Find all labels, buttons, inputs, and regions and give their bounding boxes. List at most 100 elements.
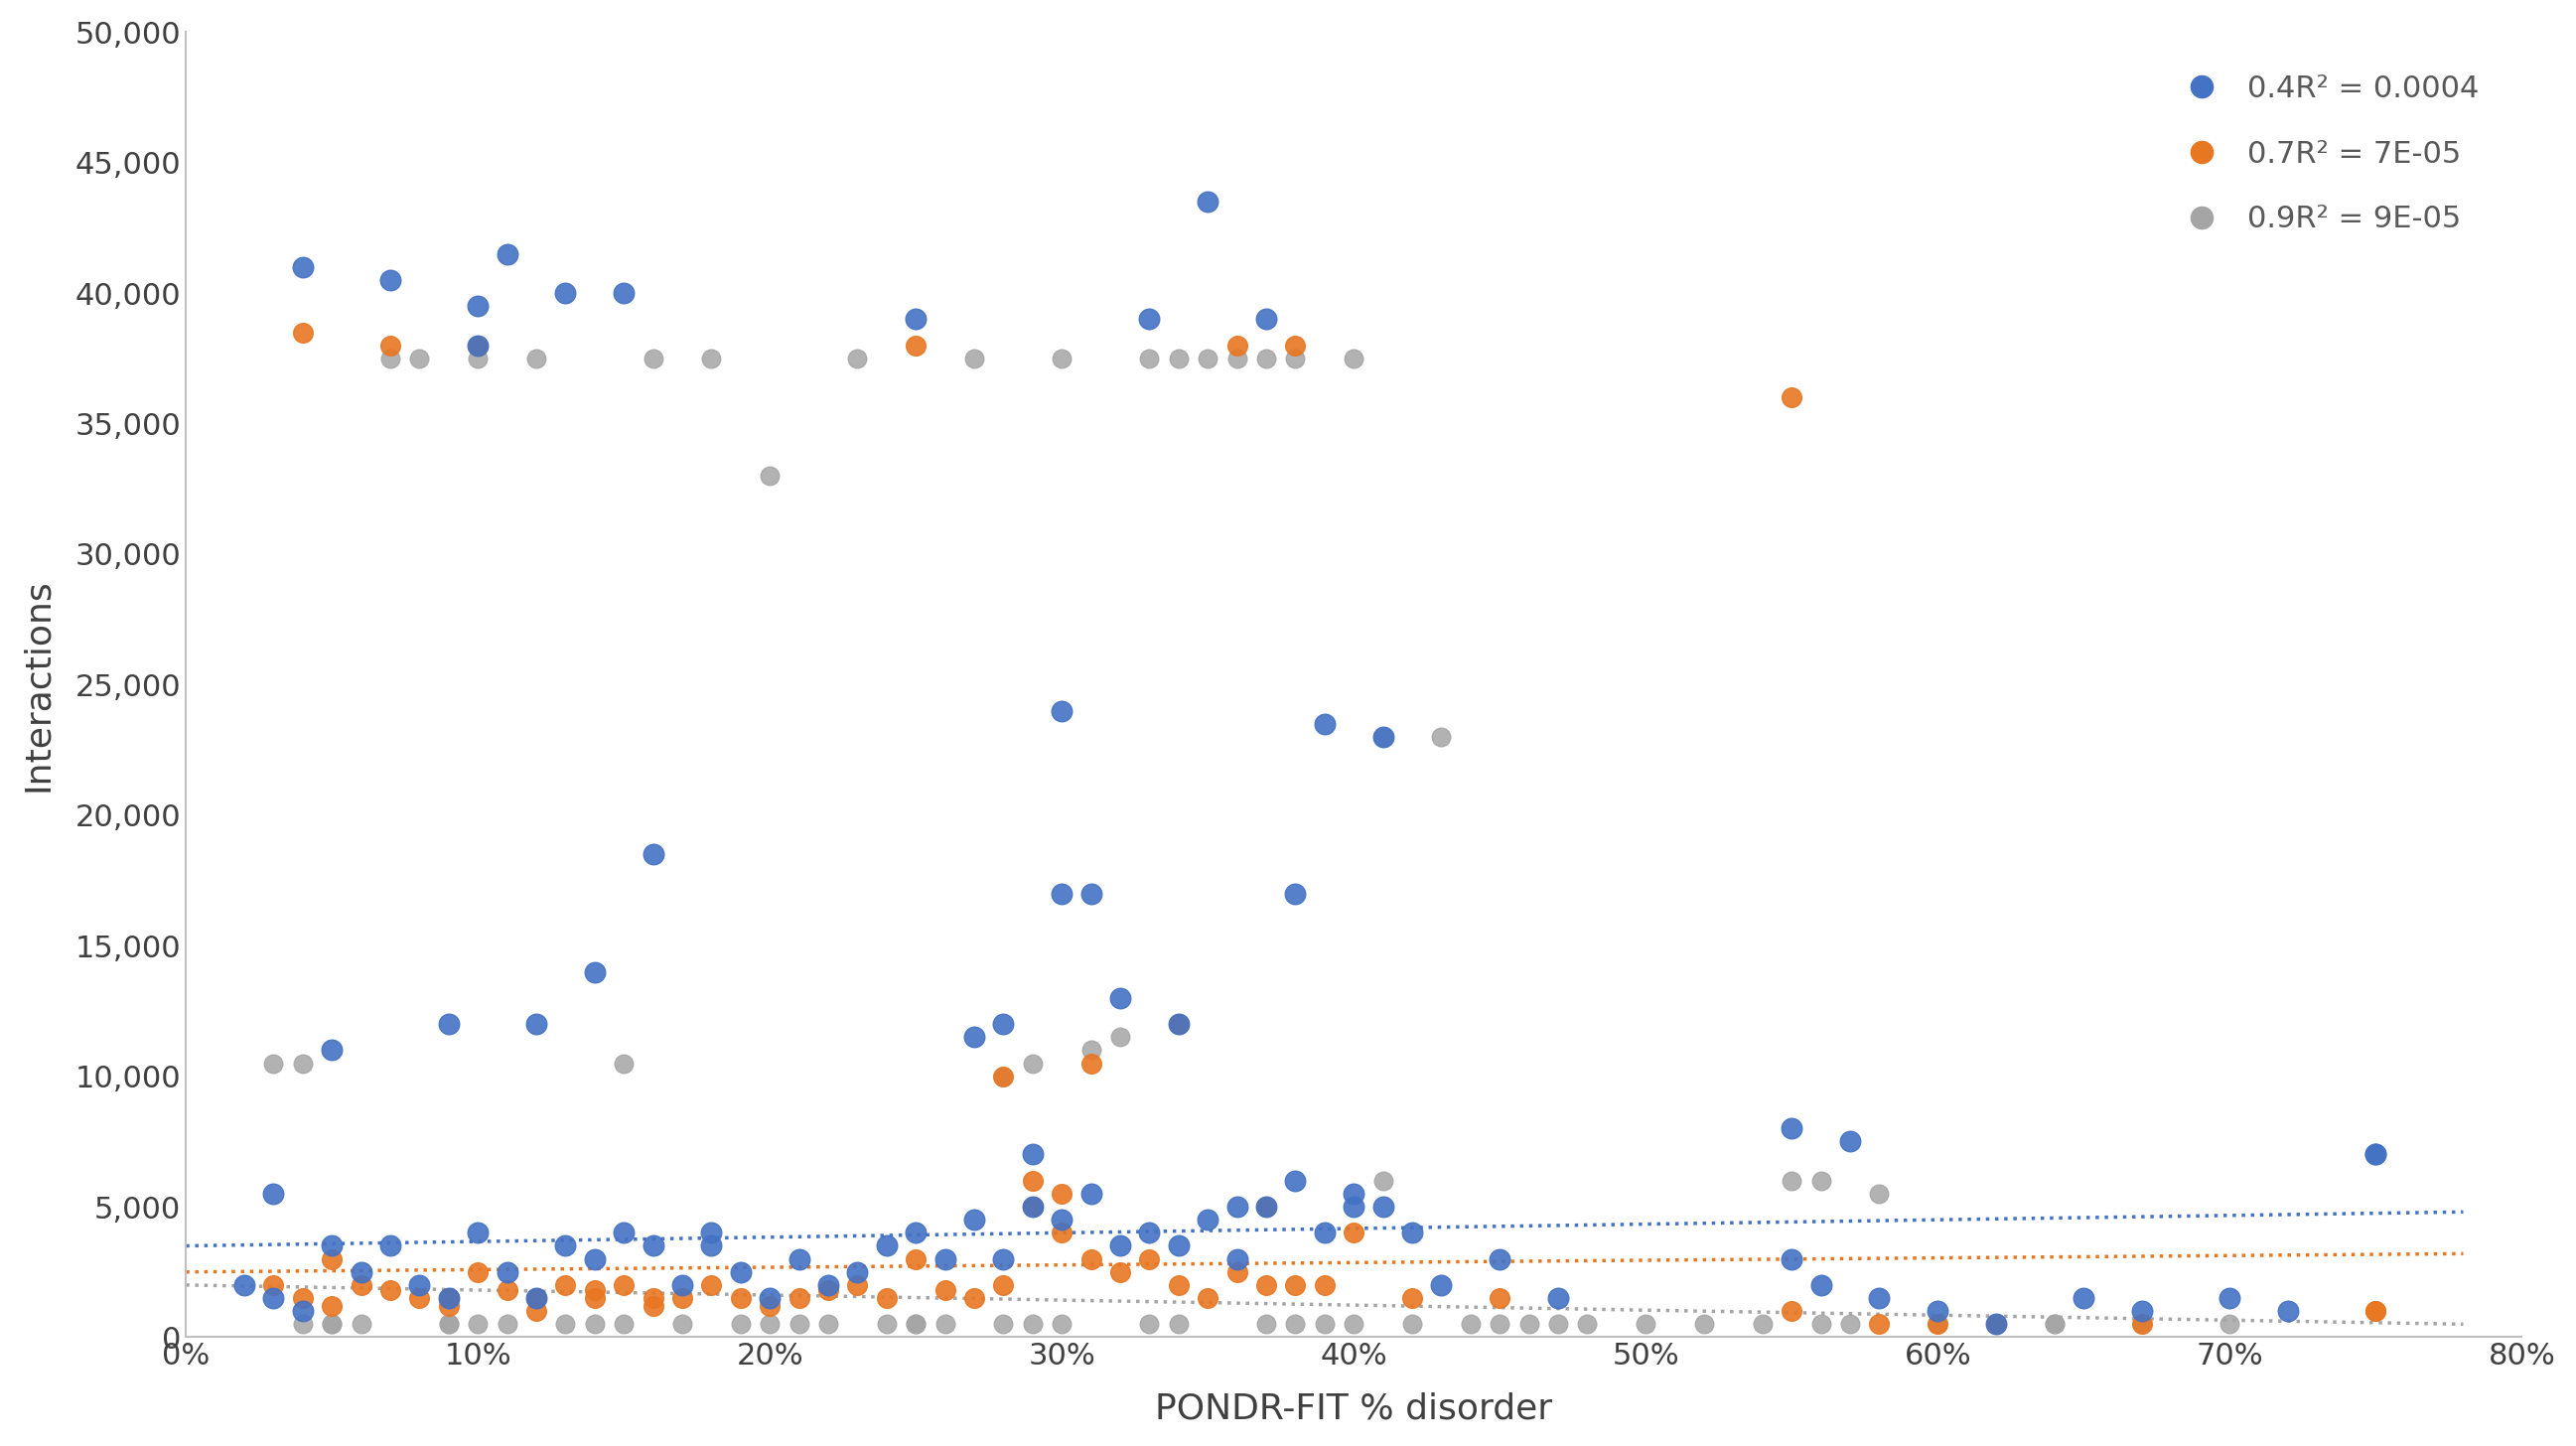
- Point: [371, 269, 412, 292]
- Point: [1188, 191, 1229, 214]
- Point: [224, 1274, 265, 1297]
- Point: [1247, 347, 1288, 370]
- Point: [252, 1181, 294, 1205]
- Point: [1860, 1313, 1901, 1336]
- Point: [574, 1278, 616, 1301]
- Point: [371, 1278, 412, 1301]
- Point: [283, 1051, 325, 1074]
- Point: [487, 1278, 528, 1301]
- Point: [312, 1038, 353, 1061]
- Point: [778, 1313, 819, 1336]
- Point: [984, 1064, 1025, 1087]
- Point: [399, 347, 440, 370]
- Point: [371, 347, 412, 370]
- Point: [690, 1222, 732, 1245]
- Point: [546, 282, 587, 305]
- Point: [283, 256, 325, 279]
- Point: [1566, 1313, 1607, 1336]
- Point: [1188, 1287, 1229, 1310]
- Point: [428, 1012, 469, 1035]
- Point: [750, 464, 791, 487]
- Point: [1041, 347, 1082, 370]
- Point: [1012, 1196, 1054, 1219]
- Point: [603, 1222, 644, 1245]
- Point: [1363, 1168, 1404, 1192]
- Point: [459, 1222, 500, 1245]
- Point: [574, 1248, 616, 1271]
- Point: [896, 334, 938, 357]
- Point: [1538, 1313, 1579, 1336]
- Point: [896, 308, 938, 331]
- Point: [1188, 1209, 1229, 1232]
- Point: [340, 1261, 381, 1284]
- Point: [2210, 1313, 2251, 1336]
- Point: [487, 1313, 528, 1336]
- Point: [459, 334, 500, 357]
- Point: [603, 1051, 644, 1074]
- Point: [1159, 1274, 1200, 1297]
- Point: [1450, 1313, 1492, 1336]
- Point: [515, 1287, 556, 1310]
- Point: [1275, 347, 1316, 370]
- Point: [866, 1313, 907, 1336]
- Point: [574, 1313, 616, 1336]
- Point: [1012, 1168, 1054, 1192]
- Point: [634, 1294, 675, 1317]
- Point: [252, 1274, 294, 1297]
- Point: [809, 1278, 850, 1301]
- Point: [984, 1248, 1025, 1271]
- Point: [1772, 1300, 1814, 1323]
- Point: [925, 1248, 966, 1271]
- Point: [1072, 882, 1113, 905]
- Point: [984, 1012, 1025, 1035]
- Point: [1917, 1313, 1958, 1336]
- Point: [953, 1209, 994, 1232]
- Point: [953, 1025, 994, 1048]
- Point: [1216, 1196, 1257, 1219]
- Point: [1012, 1313, 1054, 1336]
- Point: [896, 1313, 938, 1336]
- Point: [634, 843, 675, 866]
- Point: [1159, 1235, 1200, 1258]
- Point: [1216, 347, 1257, 370]
- Point: [2354, 1300, 2396, 1323]
- Point: [1976, 1313, 2017, 1336]
- Point: [1012, 1196, 1054, 1219]
- Point: [1741, 1313, 1783, 1336]
- Point: [2354, 1300, 2396, 1323]
- Point: [984, 1064, 1025, 1087]
- Point: [1128, 1222, 1170, 1245]
- Point: [662, 1287, 703, 1310]
- Point: [953, 347, 994, 370]
- Point: [896, 1222, 938, 1245]
- Point: [1334, 1222, 1376, 1245]
- Point: [1041, 1209, 1082, 1232]
- Point: [312, 1235, 353, 1258]
- Point: [2123, 1313, 2164, 1336]
- Point: [603, 282, 644, 305]
- Point: [2354, 1142, 2396, 1165]
- Point: [574, 1287, 616, 1310]
- Point: [1128, 308, 1170, 331]
- Point: [1363, 726, 1404, 749]
- Point: [1012, 1142, 1054, 1165]
- Point: [283, 1287, 325, 1310]
- Point: [312, 1294, 353, 1317]
- Point: [1801, 1168, 1842, 1192]
- Point: [574, 960, 616, 983]
- Point: [1275, 1313, 1316, 1336]
- Point: [662, 1274, 703, 1297]
- Point: [1216, 1261, 1257, 1284]
- Point: [1538, 1287, 1579, 1310]
- Point: [721, 1313, 762, 1336]
- Point: [459, 334, 500, 357]
- Point: [371, 1235, 412, 1258]
- Point: [2035, 1313, 2076, 1336]
- Point: [546, 1274, 587, 1297]
- Point: [312, 1313, 353, 1336]
- Y-axis label: Interactions: Interactions: [21, 578, 54, 791]
- Point: [1391, 1313, 1432, 1336]
- Point: [1128, 1313, 1170, 1336]
- Point: [1479, 1313, 1520, 1336]
- Point: [662, 1313, 703, 1336]
